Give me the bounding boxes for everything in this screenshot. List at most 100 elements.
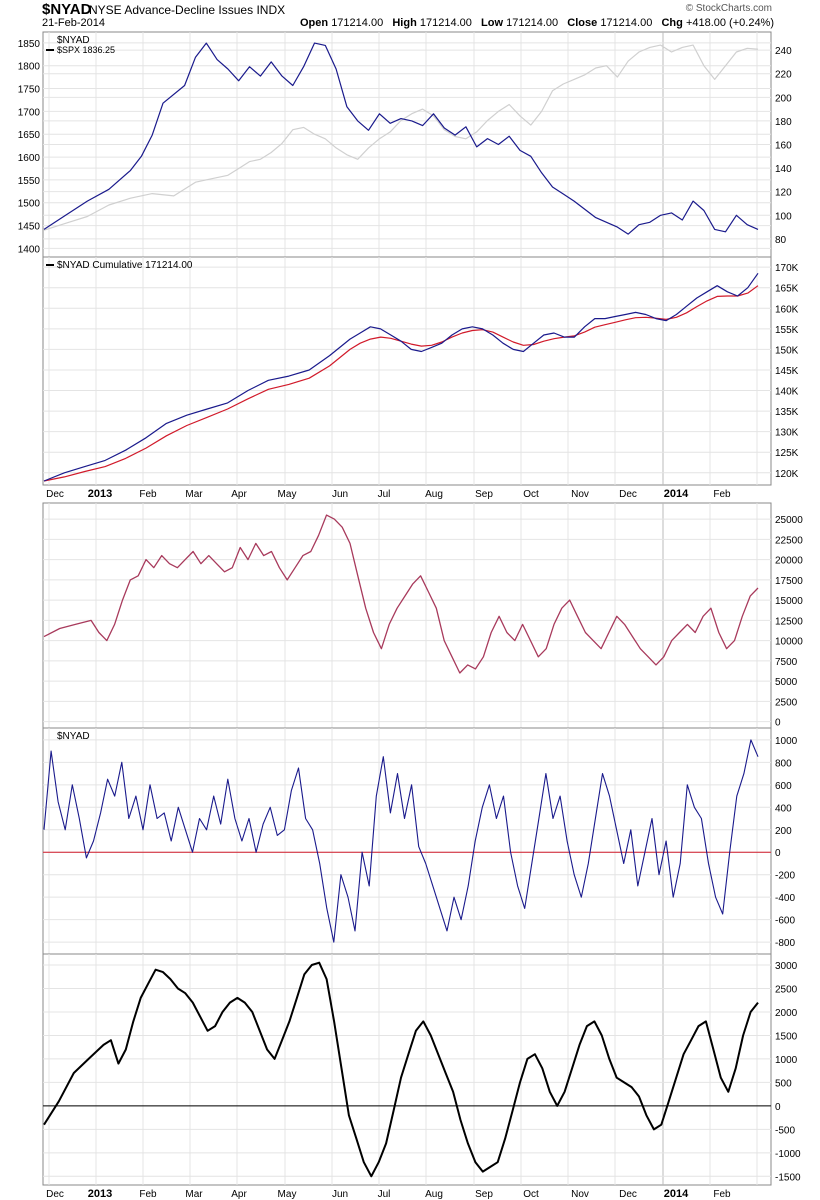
y-tick-label-left: 1850 xyxy=(18,39,41,50)
x-month-label: Nov xyxy=(571,489,589,500)
x-month-label: May xyxy=(278,1189,297,1200)
symbol-title: $NYAD xyxy=(42,1,92,18)
y-tick-label: 2500 xyxy=(775,985,798,996)
cumulative-line xyxy=(43,272,759,482)
x-month-label: Jul xyxy=(378,1189,391,1200)
x-month-label: Feb xyxy=(139,489,157,500)
y-tick-label-left: 1650 xyxy=(18,130,41,141)
y-tick-label: 10000 xyxy=(775,637,803,648)
x-month-label: Feb xyxy=(713,489,731,500)
y-tick-label: -800 xyxy=(775,938,795,949)
y-tick-label: 145K xyxy=(775,366,799,377)
chg-value: +418.00 (+0.24%) xyxy=(685,17,775,29)
x-month-label: Jul xyxy=(378,489,391,500)
x-month-label: May xyxy=(278,489,297,500)
x-month-label: 2013 xyxy=(88,1188,112,1200)
symbol-exchange: INDX xyxy=(256,3,286,17)
chg-label: Chg xyxy=(661,17,683,29)
y-tick-label: 20000 xyxy=(775,556,803,567)
x-month-label: Oct xyxy=(523,489,539,500)
y-tick-label: 165K xyxy=(775,284,799,295)
panel-5-frame xyxy=(42,953,772,1186)
y-tick-label: 17500 xyxy=(775,576,803,587)
high-value: 171214.00 xyxy=(419,17,472,29)
y-tick-label: 140K xyxy=(775,387,799,398)
panel-2-title: $NYAD Cumulative 171214.00 xyxy=(57,260,193,271)
panel-4-title: $NYAD xyxy=(57,731,90,742)
y-tick-label: 140 xyxy=(775,164,792,175)
y-tick-label: 2500 xyxy=(775,697,798,708)
x-month-label: 2014 xyxy=(664,488,689,500)
summation-line xyxy=(43,961,759,1178)
x-month-label: 2014 xyxy=(664,1188,689,1200)
y-tick-label: -200 xyxy=(775,871,795,882)
y-tick-label: 600 xyxy=(775,781,792,792)
y-tick-label: 400 xyxy=(775,803,792,814)
oscillator-line xyxy=(43,514,759,674)
y-tick-label-left: 1450 xyxy=(18,222,41,233)
y-tick-label: 120 xyxy=(775,188,792,199)
x-month-label: Feb xyxy=(713,1189,731,1200)
y-tick-label: -500 xyxy=(775,1125,795,1136)
x-month-label: Apr xyxy=(231,1189,247,1200)
x-month-label: Sep xyxy=(475,489,493,500)
x-month-label: Nov xyxy=(571,1189,589,1200)
high-label: High xyxy=(392,17,417,29)
symbol-description: NYSE Advance-Decline Issues xyxy=(89,3,254,17)
y-tick-label: 150K xyxy=(775,345,799,356)
y-tick-label: 80 xyxy=(775,235,787,246)
y-tick-label: 3000 xyxy=(775,961,798,972)
low-label: Low xyxy=(481,17,504,29)
y-tick-label-left: 1500 xyxy=(18,199,41,210)
y-tick-label: 12500 xyxy=(775,616,803,627)
x-month-label: Aug xyxy=(425,1189,443,1200)
y-tick-label: -600 xyxy=(775,916,795,927)
x-month-label: Dec xyxy=(619,489,637,500)
y-tick-label: 100 xyxy=(775,211,792,222)
low-value: 171214.00 xyxy=(506,17,559,29)
y-tick-label: -1500 xyxy=(775,1172,801,1183)
x-month-label: Dec xyxy=(46,489,64,500)
panel-3-frame xyxy=(42,502,772,729)
y-tick-label: 200 xyxy=(775,93,792,104)
y-tick-label: 155K xyxy=(775,325,799,336)
panel-1-title: $NYAD xyxy=(57,35,90,46)
panel-4-frame xyxy=(42,727,772,955)
x-month-label: Aug xyxy=(425,489,443,500)
x-month-label: Jun xyxy=(332,489,348,500)
y-tick-label-left: 1750 xyxy=(18,85,41,96)
y-tick-label: 2000 xyxy=(775,1008,798,1019)
quote-summary: Open 171214.00 High 171214.00 Low 171214… xyxy=(300,17,774,29)
y-tick-label: 200 xyxy=(775,826,792,837)
y-tick-label: -1000 xyxy=(775,1149,801,1160)
y-tick-label: 800 xyxy=(775,758,792,769)
open-label: Open xyxy=(300,17,329,29)
y-tick-label: 170K xyxy=(775,263,799,274)
y-tick-label: 5000 xyxy=(775,677,798,688)
cumulative-ma-line xyxy=(43,285,759,482)
y-tick-label: 160 xyxy=(775,141,792,152)
y-tick-label: 25000 xyxy=(775,515,803,526)
symbol-name: NYSE Advance-Decline Issues INDX xyxy=(89,3,285,17)
y-tick-label-left: 1400 xyxy=(18,244,41,255)
y-tick-label: 0 xyxy=(775,1102,781,1113)
y-tick-label: 500 xyxy=(775,1078,792,1089)
legend-spx: $SPX 1836.25 xyxy=(57,45,115,55)
y-tick-label: 125K xyxy=(775,448,799,459)
y-tick-label-left: 1550 xyxy=(18,176,41,187)
x-month-label: Dec xyxy=(619,1189,637,1200)
chart-header: $NYAD NYSE Advance-Decline Issues INDX ©… xyxy=(0,0,820,32)
y-tick-label-left: 1700 xyxy=(18,107,41,118)
y-tick-label: -400 xyxy=(775,893,795,904)
y-tick-label: 130K xyxy=(775,428,799,439)
open-value: 171214.00 xyxy=(331,17,384,29)
x-month-label: Feb xyxy=(139,1189,157,1200)
x-month-label: Jun xyxy=(332,1189,348,1200)
y-tick-label: 1000 xyxy=(775,1055,798,1066)
y-tick-label: 135K xyxy=(775,407,799,418)
close-label: Close xyxy=(567,17,598,29)
y-tick-label: 22500 xyxy=(775,535,803,546)
y-tick-label-left: 1600 xyxy=(18,153,41,164)
x-month-label: Mar xyxy=(185,1189,203,1200)
